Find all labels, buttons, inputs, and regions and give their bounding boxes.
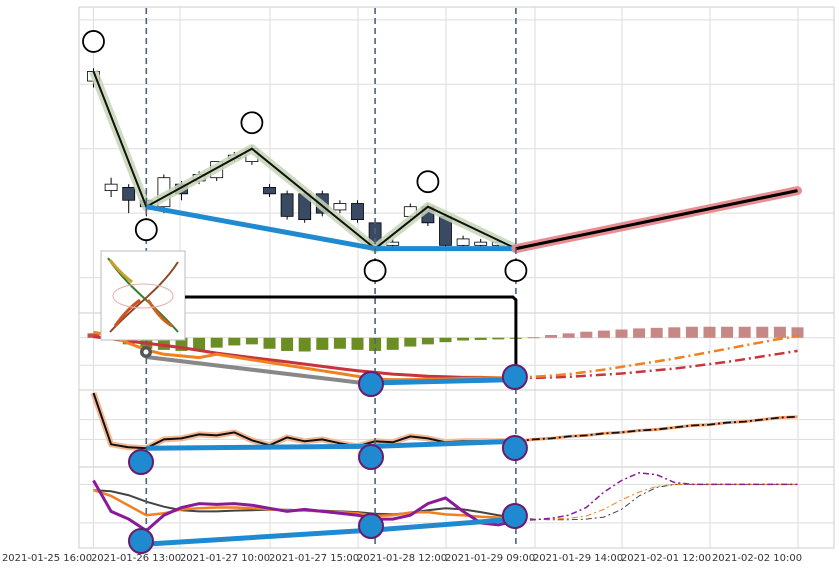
macd-histogram-bar xyxy=(298,337,311,352)
candle xyxy=(263,186,276,195)
rsi-forecast xyxy=(515,415,798,443)
macd-grey-line xyxy=(146,355,376,387)
x-tick-label: 2021-02-02 10:00 xyxy=(712,553,802,564)
x-tick-label: 2021-01-28 12:00 xyxy=(357,553,447,564)
x-tick-label: 2021-01-29 09:00 xyxy=(445,553,535,564)
macd-histogram-bar xyxy=(562,333,575,338)
inset-leaf xyxy=(113,298,141,327)
macd-histogram-bar xyxy=(492,337,505,340)
x-tick-label: 2021-01-27 10:00 xyxy=(180,553,270,564)
candle xyxy=(456,238,470,246)
x-tick-label: 2021-01-29 14:00 xyxy=(533,553,623,564)
candle xyxy=(122,186,136,201)
macd-histogram-bar xyxy=(685,326,698,338)
wave-number-circle xyxy=(82,30,105,53)
candle xyxy=(474,241,488,246)
inset-thumbnail xyxy=(100,250,186,341)
macd-histogram-bar xyxy=(527,337,540,339)
rsi-wave-marker xyxy=(128,449,154,475)
candle xyxy=(351,203,364,220)
macd-histogram-bar xyxy=(597,330,610,338)
macd-histogram-bar xyxy=(421,337,434,345)
macd-histogram-bar xyxy=(721,326,734,338)
macd-histogram-bar xyxy=(615,329,628,338)
kdj-j-line xyxy=(92,479,517,533)
macd-histogram-bar xyxy=(193,337,206,351)
inset-ring xyxy=(112,283,174,309)
wave-line xyxy=(92,71,517,250)
macd-histogram-bar xyxy=(333,337,346,349)
macd-histogram-bar xyxy=(439,337,452,343)
kdj-wave-marker xyxy=(128,528,154,554)
macd-histogram-bar xyxy=(351,337,364,350)
wave-number-circle xyxy=(134,218,158,242)
x-tick-label: 2021-01-25 16:00 xyxy=(2,553,92,564)
macd-histogram-bar xyxy=(474,337,487,340)
candle xyxy=(280,193,294,217)
macd-histogram-bar xyxy=(756,326,769,338)
macd-histogram-bar xyxy=(703,326,716,338)
macd-histogram-bar xyxy=(457,337,470,341)
kdj-wave-marker xyxy=(501,503,528,529)
rsi-wave-marker xyxy=(501,435,528,461)
macd-histogram-bar xyxy=(87,333,100,338)
kdj-k-forecast xyxy=(515,483,798,521)
x-tick-label: 2021-01-27 15:00 xyxy=(269,553,359,564)
macd-wave-marker xyxy=(358,371,384,397)
projection-line xyxy=(515,189,798,251)
kdj-j-forecast xyxy=(515,472,798,522)
macd-histogram-bar xyxy=(738,326,751,338)
macd-histogram-bar xyxy=(210,337,223,348)
macd-histogram-bar xyxy=(650,327,663,338)
macd-marker-dot-inner xyxy=(143,349,149,355)
connector-line xyxy=(185,295,518,370)
wave-number-circle xyxy=(363,259,387,282)
macd-signal-forecast xyxy=(515,349,798,380)
rsi-panel xyxy=(78,389,835,468)
macd-histogram-bar xyxy=(316,337,329,350)
macd-histogram-bar xyxy=(633,328,646,338)
macd-histogram-bar xyxy=(404,337,417,347)
macd-histogram-bar xyxy=(228,337,241,346)
macd-histogram-bar xyxy=(281,337,294,351)
macd-histogram-bar xyxy=(263,337,276,349)
macd-histogram-bar xyxy=(386,337,399,350)
wave-number-circle xyxy=(416,170,440,194)
price-panel xyxy=(78,6,835,314)
inset-leaf xyxy=(108,259,133,284)
candle xyxy=(104,183,118,192)
price-marks xyxy=(87,68,802,254)
rsi-wave-marker xyxy=(358,444,384,470)
candle xyxy=(333,203,347,211)
macd-histogram-bar xyxy=(580,331,593,338)
x-tick-label: 2021-01-26 13:00 xyxy=(91,553,181,564)
wave-number-circle xyxy=(240,111,264,135)
macd-signal-line xyxy=(93,335,516,380)
macd-histogram-bar xyxy=(545,335,558,338)
macd-histogram-bar xyxy=(369,337,382,351)
macd-histogram-bar xyxy=(668,327,681,338)
kdj-wave-marker xyxy=(358,513,384,539)
macd-wave-marker xyxy=(501,364,528,390)
macd-forecast xyxy=(515,334,798,379)
macd-histogram-bar xyxy=(245,337,258,345)
macd-histogram-bar xyxy=(791,327,804,338)
x-tick-label: 2021-02-01 12:00 xyxy=(621,553,711,564)
wave-number-circle xyxy=(504,259,528,282)
macd-marks xyxy=(87,326,804,387)
macd-histogram-bar xyxy=(773,326,786,338)
inset-leaf xyxy=(146,299,173,328)
macd-trend-line xyxy=(375,377,516,386)
